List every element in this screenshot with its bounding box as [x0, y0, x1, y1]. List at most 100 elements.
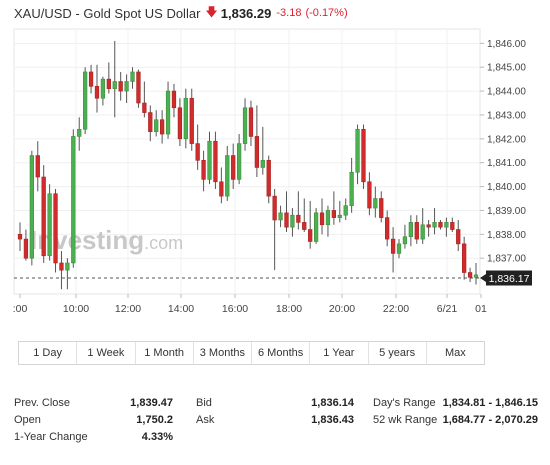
candle	[65, 258, 70, 290]
candle-body	[124, 81, 129, 92]
x-tick-label: 12:00	[115, 303, 141, 315]
range-3-months[interactable]: 3 Months	[194, 342, 252, 364]
candle-body	[142, 102, 147, 113]
candle-body	[17, 234, 23, 240]
candle-body	[290, 214, 295, 228]
candle-body	[331, 210, 337, 218]
candle-body	[165, 90, 171, 135]
candle	[177, 98, 183, 146]
candle-body	[59, 262, 64, 271]
candle-body	[343, 205, 348, 216]
range-max[interactable]: Max	[444, 347, 466, 359]
x-tick-label: 01	[475, 303, 487, 315]
y-tick-label: 1,846.00	[487, 39, 526, 50]
candle	[136, 69, 141, 108]
candle-body	[177, 107, 183, 140]
candle-body	[385, 217, 390, 240]
candle-body	[450, 222, 455, 230]
candle-body	[77, 128, 82, 137]
candle	[53, 188, 58, 273]
range-1-day[interactable]: 1 Day	[19, 342, 78, 364]
candle-body	[88, 71, 94, 87]
candle-body	[278, 212, 283, 221]
candle-body	[94, 85, 100, 99]
candle-body	[390, 238, 396, 254]
candle	[408, 215, 413, 247]
y-tick-label: 1,840.00	[487, 182, 526, 193]
candle	[260, 126, 265, 175]
candle	[231, 143, 236, 189]
price-chart[interactable]: Investing.com 1,846.001,845.001,844.001,…	[0, 0, 550, 335]
candle	[142, 81, 147, 118]
candle-body	[195, 143, 200, 161]
candle-body	[106, 78, 111, 89]
candle-body	[349, 171, 354, 206]
candle	[183, 88, 188, 149]
candle	[118, 71, 123, 101]
candle	[450, 217, 455, 232]
grid-lines	[14, 29, 480, 294]
candle-body	[171, 90, 177, 109]
range-6-months[interactable]: 6 Months	[252, 342, 311, 364]
range-1-week[interactable]: 1 Week	[77, 342, 136, 364]
x-tick-label: 14:00	[168, 303, 194, 315]
candle	[165, 81, 171, 139]
candle	[302, 198, 307, 232]
range-1-month[interactable]: 1 Month	[136, 342, 194, 364]
stats-row: 1-Year Change 4.33%	[14, 431, 538, 448]
candle-body	[420, 224, 425, 240]
y-axis: 1,846.00 1,845.00 1,844.00 1,843.00 1,842.00…	[480, 39, 526, 265]
candle	[361, 124, 366, 189]
price-change: -3.18	[276, 7, 302, 19]
candle-body	[35, 155, 40, 178]
candle	[254, 105, 260, 178]
time-range-selector: 1 Day 1 Week 1 Month 3 Months 6 Months 1…	[18, 341, 485, 365]
candle	[47, 184, 52, 261]
candle-body	[213, 140, 218, 183]
candle-body	[426, 224, 431, 228]
candle	[414, 215, 419, 244]
candle	[402, 224, 408, 249]
candle	[41, 165, 46, 263]
candle-body	[337, 214, 342, 218]
y-tick-label: 1,838.00	[487, 230, 526, 241]
candle-body	[148, 112, 153, 132]
candle-body	[83, 71, 88, 130]
candle	[59, 251, 64, 290]
candle	[355, 124, 360, 185]
range-5-years[interactable]: 5 years	[369, 342, 427, 364]
prev-close-value: 1,839.47	[130, 397, 173, 409]
candle	[444, 217, 449, 237]
candle-body	[219, 181, 224, 197]
ask-value: 1,836.43	[311, 414, 354, 426]
candle-body	[444, 222, 449, 228]
candle-body	[47, 193, 52, 257]
candle	[462, 236, 467, 280]
days-range-label: Day's Range	[373, 397, 436, 409]
current-price: 1,836.29	[220, 5, 272, 21]
candle	[373, 186, 378, 218]
x-tick-label: :00	[13, 303, 28, 315]
bid-value: 1,836.14	[311, 397, 354, 409]
candle-body	[225, 155, 230, 197]
candle-body	[373, 198, 378, 209]
candle-body	[325, 210, 331, 226]
candle	[432, 208, 437, 235]
candle	[159, 110, 165, 144]
wk52-range-label: 52 wk Range	[373, 414, 438, 426]
range-1-year[interactable]: 1 Year	[310, 342, 369, 364]
candle-body	[456, 229, 461, 245]
candle	[195, 124, 200, 170]
candle-body	[118, 81, 123, 92]
candle-body	[260, 160, 265, 168]
candle-body	[231, 155, 236, 180]
open-value: 1,750.2	[136, 414, 173, 426]
y-tick-label: 1,844.00	[487, 87, 526, 98]
candle	[385, 210, 390, 247]
candle-body	[154, 119, 159, 132]
stats-row: Open 1,750.2 Ask 1,836.43 52 wk Range 1,…	[14, 414, 538, 431]
x-tick-label: 6/21	[437, 303, 458, 315]
x-tick-label: 10:00	[63, 303, 89, 315]
candle	[148, 105, 153, 142]
candle-body	[201, 160, 206, 180]
